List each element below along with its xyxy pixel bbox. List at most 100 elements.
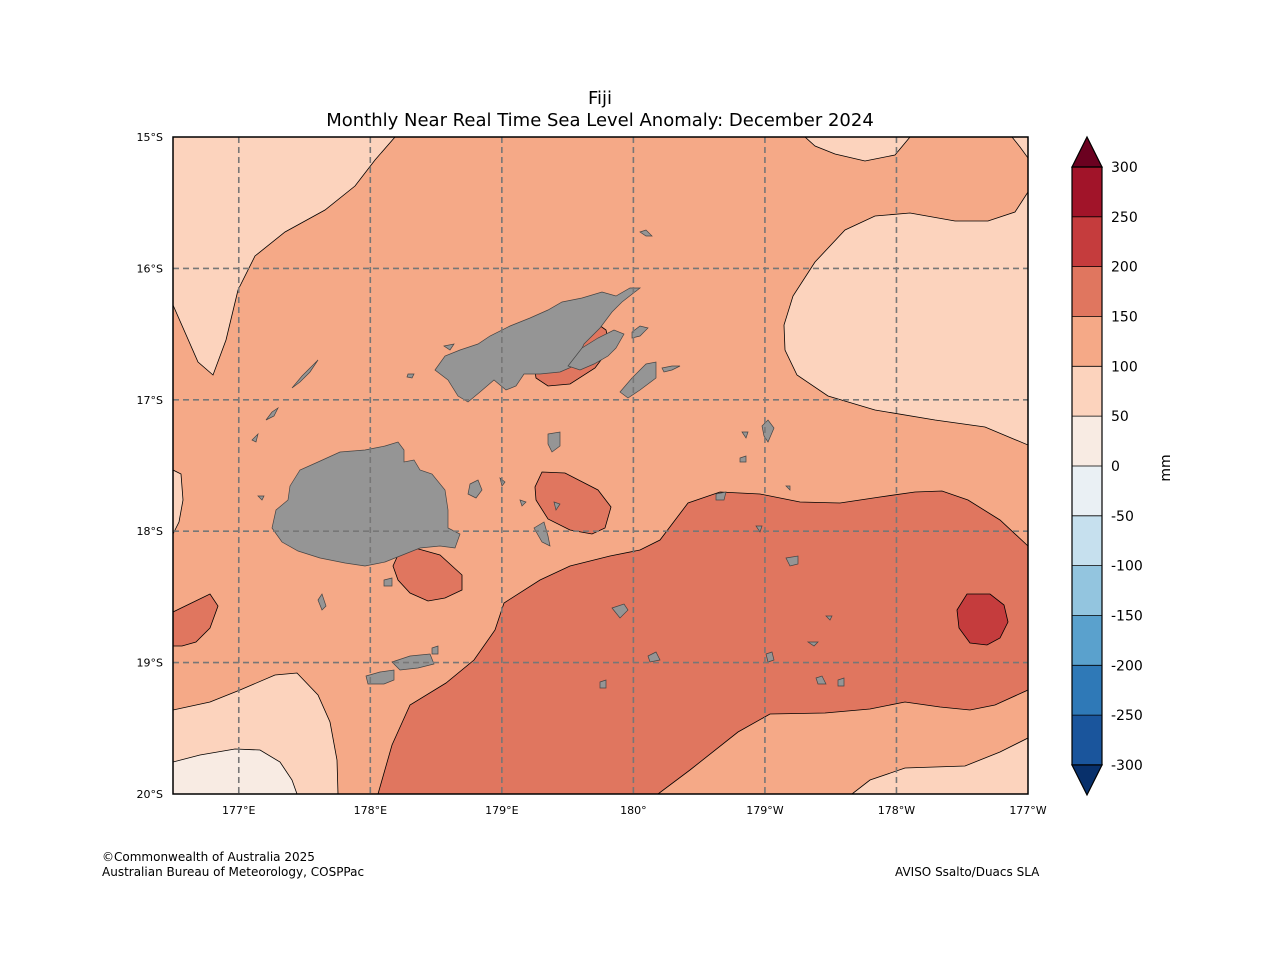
lat-tick-label: 16°S	[137, 262, 163, 275]
map-plot-area	[173, 137, 1028, 794]
island-lau-8	[785, 555, 799, 567]
anomaly-band-150-200-a	[392, 547, 463, 602]
island-yasawa-1	[291, 359, 319, 389]
island-lau-4	[739, 455, 747, 463]
island-vanua-levu	[434, 287, 642, 403]
island-lau-3	[761, 419, 775, 443]
island-ovalau	[467, 479, 483, 499]
colorbar-tick-label: 150	[1111, 309, 1138, 325]
colorbar-segment	[1072, 416, 1102, 466]
data-source-text: AVISO Ssalto/Duacs SLA	[895, 865, 1040, 879]
island-lau-15	[815, 675, 827, 685]
organization-text: Australian Bureau of Meteorology, COSPPa…	[102, 865, 365, 879]
colorbar-tick-label: 100	[1111, 359, 1138, 375]
land-masses	[251, 229, 845, 689]
colorbar-segment	[1072, 216, 1102, 267]
colorbar-unit: mm	[1158, 454, 1174, 481]
lon-tick-label: 177°E	[222, 804, 255, 817]
colorbar-tick-label: -100	[1111, 559, 1143, 575]
island-lau-14	[599, 679, 607, 689]
anomaly-band-50-100-e	[783, 191, 1028, 446]
colorbar-tick-label: 50	[1111, 409, 1129, 425]
lat-tick-label: 20°S	[137, 788, 163, 801]
island-small-d	[257, 495, 265, 501]
colorbar-segment	[1072, 615, 1102, 666]
anomaly-band-150-200-b	[534, 471, 612, 535]
island-kadavu	[365, 669, 395, 685]
island-qamea	[631, 325, 649, 339]
colorbar-tick-label: 250	[1111, 210, 1138, 226]
colorbar-tick-label: -150	[1111, 608, 1143, 624]
latitude-tick-labels: 15°S 16°S 17°S 18°S 19°S 20°S	[137, 131, 163, 801]
lon-tick-label: 177°W	[1009, 804, 1046, 817]
colorbar-tick-label: 0	[1111, 459, 1120, 475]
colorbar-tick-label: 200	[1111, 260, 1138, 276]
island-lau-7	[755, 525, 763, 533]
island-small-a	[406, 373, 415, 379]
island-lau-9	[611, 603, 629, 619]
lon-tick-label: 178°W	[878, 804, 915, 817]
colorbar-segment	[1072, 565, 1102, 616]
colorbar-segment	[1072, 515, 1102, 566]
copyright-text: ©Commonwealth of Australia 2025	[102, 850, 315, 864]
anomaly-band-150-200-w	[173, 593, 219, 647]
colorbar-under-arrow	[1071, 764, 1103, 797]
island-ono	[431, 645, 439, 655]
longitude-tick-labels: 177°E 178°E 179°E 180° 179°W 178°W 177°W	[222, 804, 1047, 817]
colorbar-over-arrow	[1071, 135, 1103, 168]
lon-tick-label: 179°W	[746, 804, 783, 817]
island-nairai	[553, 501, 561, 511]
island-small-f	[317, 593, 327, 611]
lat-tick-label: 17°S	[137, 394, 163, 407]
map-gridlines	[173, 137, 1028, 794]
island-lau-5	[785, 485, 791, 491]
island-lau-12	[647, 651, 661, 663]
island-yasawa-3	[251, 432, 259, 443]
island-lau-11	[806, 641, 819, 647]
island-small-e	[443, 343, 455, 351]
map-subtitle: Monthly Near Real Time Sea Level Anomaly…	[326, 110, 874, 131]
island-mbengga	[383, 577, 393, 587]
island-rabi	[661, 365, 681, 373]
colorbar: 300 250 200 150 100 50 0 -50 -100 -150 -200 -250 -30…	[1071, 135, 1143, 797]
colorbar-tick-label: 300	[1111, 160, 1138, 176]
anomaly-band-50-100-ne-top	[804, 137, 911, 162]
anomaly-band-50-100-w	[173, 469, 184, 535]
lat-tick-label: 19°S	[137, 657, 163, 670]
colorbar-segment	[1072, 665, 1102, 716]
map-title: Fiji	[587, 88, 613, 109]
anomaly-band-150-200-se	[377, 490, 1028, 794]
colorbar-segment	[1072, 465, 1102, 516]
colorbar-tick-label: -250	[1111, 708, 1143, 724]
anomaly-band-50-100-nw	[173, 137, 396, 376]
colorbar-segment	[1072, 167, 1102, 217]
colorbar-segment	[1072, 715, 1102, 765]
colorbar-tick-label: -50	[1111, 509, 1134, 525]
island-lau-2	[741, 431, 749, 439]
island-gau	[533, 521, 551, 547]
credit-block: ©Commonwealth of Australia 2025 Australi…	[102, 850, 364, 880]
island-lau-6	[715, 491, 727, 501]
colorbar-segment	[1072, 316, 1102, 367]
anomaly-band-50-100-ne-corner	[1011, 137, 1028, 159]
island-taveuni	[567, 329, 625, 371]
lon-tick-label: 180°	[620, 804, 647, 817]
map-frame	[172, 136, 1029, 795]
lon-tick-label: 179°E	[485, 804, 518, 817]
anomaly-band-0-50-sw	[173, 748, 298, 794]
island-small-b	[519, 499, 527, 507]
island-yasawa-2	[265, 406, 279, 421]
anomaly-band-200-250-e	[956, 593, 1009, 646]
lon-tick-label: 178°E	[354, 804, 387, 817]
island-koro	[547, 431, 561, 453]
colorbar-segment	[1072, 266, 1102, 317]
colorbar-tick-label: -200	[1111, 658, 1143, 674]
lat-tick-label: 18°S	[137, 525, 163, 538]
island-lau-10	[825, 615, 833, 621]
colorbar-tick-label: -300	[1111, 758, 1143, 774]
colorbar-segment	[1072, 366, 1102, 417]
island-lakeba-n	[619, 361, 657, 399]
island-lau-1	[639, 229, 653, 237]
island-lau-16	[837, 677, 845, 687]
